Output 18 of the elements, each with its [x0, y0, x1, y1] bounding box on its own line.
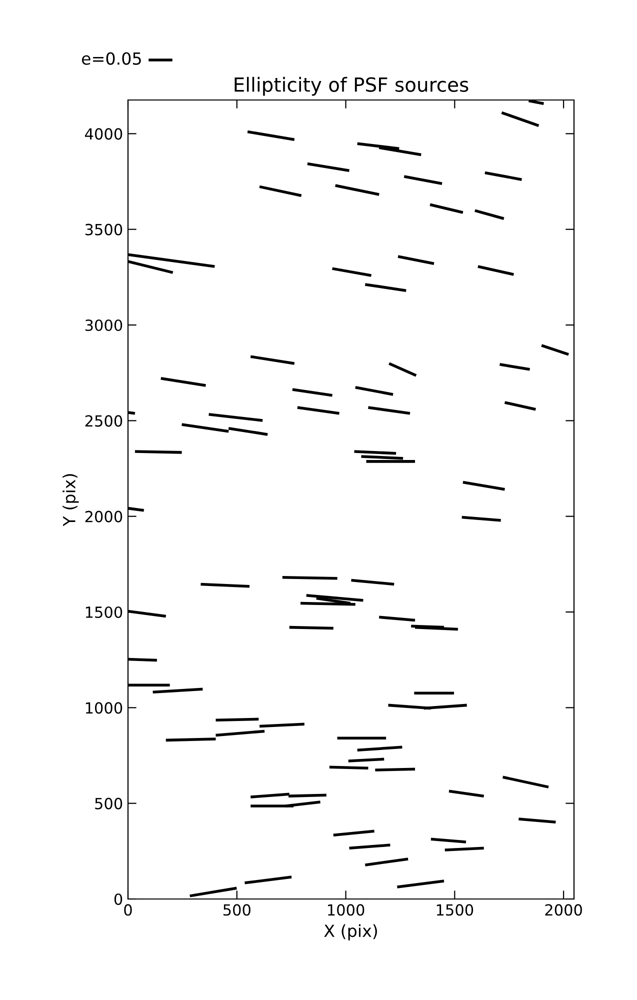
y-tick-label: 1000 — [86, 702, 122, 714]
x-tick-label: 1000 — [328, 904, 364, 916]
y-tick-label: 3500 — [85, 224, 122, 236]
x-tick-label: 2000 — [545, 904, 582, 916]
y-tick-label: 500 — [95, 798, 122, 810]
x-axis-title: X (pix) — [324, 924, 377, 940]
y-tick-label: 0 — [114, 893, 122, 906]
y-tick-label: 2500 — [85, 415, 122, 427]
text: e=0.05 — [82, 52, 141, 65]
y-tick-label: 2000 — [85, 510, 122, 522]
x-tick-label: 0 — [124, 904, 132, 916]
x-tick-label: 1500 — [436, 904, 474, 916]
y-tick-label: 4000 — [85, 128, 122, 140]
x-tick-label: 500 — [223, 904, 250, 916]
y-tick-label: 3000 — [85, 319, 122, 332]
y-axis-title: Y (pix) — [62, 474, 79, 526]
chart-title: Ellipticity of PSF sources — [234, 76, 468, 96]
y-tick-label: 1500 — [86, 606, 122, 618]
